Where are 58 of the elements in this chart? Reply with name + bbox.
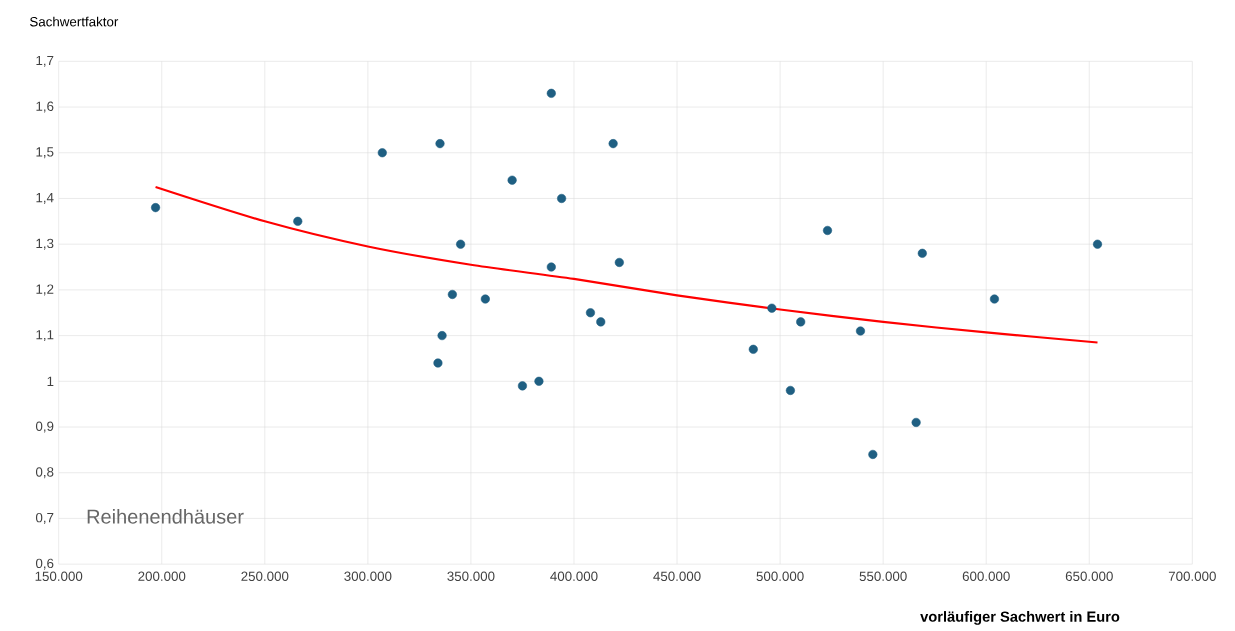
- point: [911, 417, 921, 428]
- point: [456, 239, 466, 249]
- y-tick-label: 1,7: [36, 55, 54, 67]
- x-tick-label: 400.000: [550, 571, 598, 582]
- point: [433, 358, 443, 368]
- y-tick-label: 1,4: [36, 193, 54, 204]
- x-tick-label: 700.000: [1168, 571, 1216, 582]
- x-tick-label: 450.000: [653, 571, 701, 582]
- point: [917, 248, 927, 258]
- point: [557, 194, 567, 204]
- y-tick-label: 1,5: [36, 147, 54, 159]
- point: [822, 226, 833, 236]
- point: [748, 344, 758, 354]
- annotation: Reihenendhäuser: [87, 509, 244, 524]
- y-tick-label: 1,3: [36, 238, 54, 250]
- x-tick-label: 350.000: [447, 571, 495, 582]
- x-tick-label: 250.000: [241, 571, 289, 582]
- point: [546, 262, 556, 272]
- y-tick-label: 1,6: [36, 101, 54, 113]
- y-tick-label: 0,6: [35, 558, 54, 570]
- point: [546, 88, 556, 98]
- y-tick-label: 0,7: [35, 513, 54, 525]
- y-tick-label: 1: [47, 376, 54, 386]
- point: [855, 326, 866, 336]
- point: [480, 294, 490, 304]
- point: [437, 331, 447, 341]
- x-tick-label: 200.000: [138, 571, 186, 582]
- point: [293, 216, 303, 226]
- y-tick-label: 1,1: [36, 330, 54, 342]
- point: [989, 294, 999, 304]
- point: [435, 139, 445, 149]
- point: [377, 148, 387, 158]
- point: [585, 308, 595, 318]
- point: [785, 385, 795, 396]
- point: [614, 258, 624, 268]
- x-tick-label: 650.000: [1065, 571, 1113, 582]
- line-series: [154, 186, 1099, 344]
- point: [447, 290, 457, 300]
- point: [1092, 239, 1103, 249]
- point: [767, 303, 777, 313]
- x-tick-label: 300.000: [344, 571, 392, 582]
- x-tick-label: 150.000: [35, 571, 83, 582]
- point: [608, 139, 618, 149]
- y-tick-label: 0,9: [35, 421, 54, 433]
- point: [151, 203, 161, 213]
- x-axis-title: vorläufiger Sachwert in Euro: [920, 611, 1120, 625]
- y-tick-label: 0,8: [35, 467, 54, 479]
- y-tick-label: 1,2: [36, 284, 54, 296]
- x-tick-label: 550.000: [859, 571, 907, 582]
- point: [534, 376, 544, 386]
- y-axis-title: Sachwertfaktor: [30, 16, 119, 27]
- point: [796, 317, 806, 327]
- x-tick-label: 600.000: [962, 571, 1010, 582]
- point: [507, 175, 517, 185]
- point: [517, 381, 527, 391]
- point: [596, 317, 606, 327]
- point: [868, 449, 878, 460]
- x-tick-label: 500.000: [756, 571, 804, 582]
